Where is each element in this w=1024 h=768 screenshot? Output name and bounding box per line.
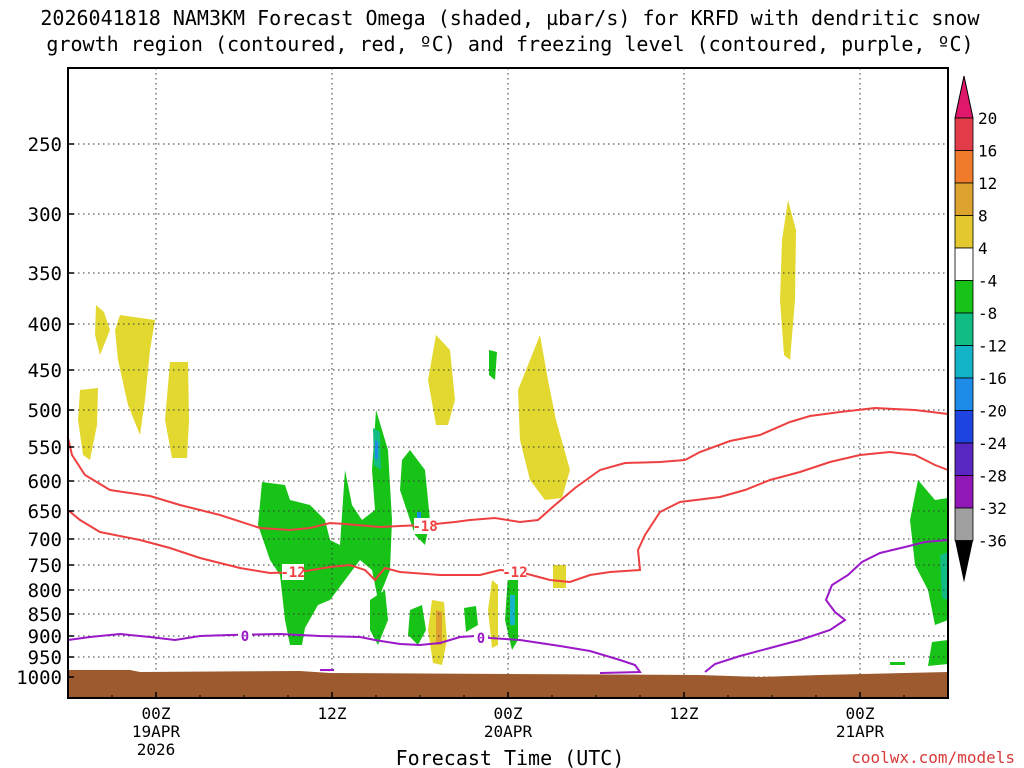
omega-negative-blob (890, 662, 905, 665)
omega-negative-blob (408, 605, 426, 645)
x-tick-label: 00Z (142, 704, 171, 723)
y-tick-label: 650 (28, 501, 62, 523)
y-tick-label: 400 (28, 314, 62, 336)
colorbar-label: -28 (978, 467, 1007, 486)
colorbar-label: -4 (978, 272, 997, 291)
y-tick-label: 800 (28, 580, 62, 602)
colorbar-label: 20 (978, 109, 997, 128)
x-tick-label: 12Z (318, 704, 347, 723)
contour-labels: -18 -12 -12 0 0 (238, 518, 528, 647)
ground-terrain (68, 670, 948, 698)
omega-negative-core (510, 595, 515, 625)
y-tick-label: 600 (28, 471, 62, 493)
colorbar-swatch (954, 345, 974, 379)
dgz-label-18: -18 (412, 519, 437, 535)
colorbar-label: 4 (978, 239, 988, 258)
site-credit: coolwx.com/models (851, 748, 1015, 767)
omega-positive-blob (115, 315, 155, 435)
omega-negative-blob (489, 350, 497, 380)
omega-negative-core (375, 440, 378, 460)
colorbar-label: -36 (978, 532, 1007, 551)
y-tick-label: 450 (28, 360, 62, 382)
omega-positive-blob (428, 335, 455, 425)
omega-positive-blob (165, 362, 189, 458)
x-tick-label: 12Z (670, 704, 699, 723)
colorbar-swatch (954, 182, 974, 216)
colorbar-swatch (954, 507, 974, 541)
colorbar-top-arrow (954, 75, 974, 119)
colorbar-swatch (954, 312, 974, 346)
y-tick-label: 700 (28, 529, 62, 551)
colorbar-label: -20 (978, 402, 1007, 421)
colorbar-swatch (954, 117, 974, 151)
dgz-contour-upper (67, 406, 949, 532)
omega-positive-blob (78, 388, 98, 460)
omega-positive-blob (780, 200, 796, 360)
freezing-label-west: 0 (241, 629, 249, 645)
omega-positive-blob (436, 610, 442, 645)
y-tick-label: 550 (28, 437, 62, 459)
y-tick-label: 900 (28, 626, 62, 648)
x-tick-label: 00Z (494, 704, 523, 723)
dgz-contours (67, 406, 949, 584)
colorbar-label: -8 (978, 304, 997, 323)
omega-negative-blob (258, 410, 392, 645)
colorbar-swatch (954, 247, 974, 281)
x-tick-label: 21APR (836, 722, 885, 741)
dgz-label-12-east: -12 (502, 565, 527, 581)
dgz-label-12-west: -12 (280, 565, 305, 581)
x-tick-label: 00Z (846, 704, 875, 723)
y-tick-label: 750 (28, 555, 62, 577)
y-tick-label: 1000 (16, 667, 62, 689)
chart-title-line-2: growth region (contoured, red, ºC) and f… (46, 32, 973, 56)
y-tick-label: 950 (28, 647, 62, 669)
x-tick-label: 2026 (137, 740, 176, 759)
y-tick-label: 350 (28, 263, 62, 285)
freezing-level-contour (67, 539, 949, 674)
x-axis-label: Forecast Time (UTC) (396, 746, 625, 768)
colorbar-label: -16 (978, 369, 1007, 388)
y-tick-label: 250 (28, 134, 62, 156)
colorbar-swatch (954, 377, 974, 411)
colorbar-swatch (954, 410, 974, 444)
colorbar-swatch (954, 442, 974, 476)
x-tick-label: 19APR (132, 722, 181, 741)
y-tick-label: 850 (28, 604, 62, 626)
colorbar-swatch (954, 280, 974, 314)
omega-positive-blob (553, 565, 566, 588)
colorbar-swatch (954, 150, 974, 184)
chart-title-line-1: 2026041818 NAM3KM Forecast Omega (shaded… (40, 6, 980, 30)
omega-positive-blob (95, 305, 110, 355)
colorbar-bottom-arrow (955, 540, 973, 583)
colorbar-label: 8 (978, 207, 988, 226)
colorbar-swatch (954, 215, 974, 249)
omega-negative-blob (464, 606, 478, 632)
omega-shading (78, 200, 948, 666)
y-axis: 2503003504004505005506006507007508008509… (16, 134, 74, 689)
omega-negative-blob (910, 480, 948, 625)
freezing-label-east: 0 (477, 631, 485, 647)
colorbar: 20 16 12 8 4 -4 -8 -12 -16 -20 -24 -28 -32 -36 (954, 75, 1007, 583)
colorbar-label: -24 (978, 434, 1007, 453)
y-tick-label: 300 (28, 204, 62, 226)
colorbar-label: -12 (978, 337, 1007, 356)
x-tick-label: 20APR (484, 722, 533, 741)
colorbar-label: -32 (978, 499, 1007, 518)
freezing-contour-east (704, 539, 949, 673)
colorbar-label: 16 (978, 142, 997, 161)
omega-negative-blob (928, 640, 948, 666)
omega-negative-blob (370, 590, 388, 645)
colorbar-label: 12 (978, 174, 997, 193)
omega-positive-blob (518, 335, 570, 500)
y-tick-label: 500 (28, 400, 62, 422)
dgz-contour-lower (67, 450, 949, 584)
colorbar-swatch (954, 475, 974, 509)
freezing-contour-main (67, 632, 642, 674)
omega-negative-core (940, 552, 948, 600)
